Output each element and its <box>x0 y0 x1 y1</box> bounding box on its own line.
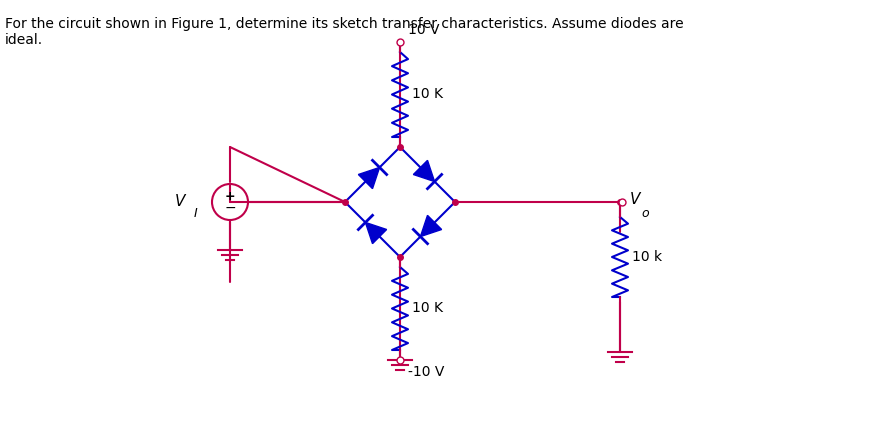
Text: o: o <box>641 207 649 220</box>
Text: For the circuit shown in Figure 1, determine its sketch transfer characteristics: For the circuit shown in Figure 1, deter… <box>5 17 684 47</box>
Text: 10 K: 10 K <box>412 88 443 102</box>
Text: V: V <box>630 193 641 207</box>
Text: 10 V: 10 V <box>408 23 439 37</box>
Polygon shape <box>421 216 441 237</box>
Polygon shape <box>365 222 386 244</box>
Text: -10 V: -10 V <box>408 365 445 379</box>
Polygon shape <box>414 160 434 181</box>
Text: +: + <box>225 190 236 203</box>
Text: 10 K: 10 K <box>412 302 443 315</box>
Polygon shape <box>358 168 379 189</box>
Text: V: V <box>175 194 185 210</box>
Text: −: − <box>224 201 236 215</box>
Text: 10 k: 10 k <box>632 250 662 264</box>
Text: I: I <box>194 207 198 220</box>
